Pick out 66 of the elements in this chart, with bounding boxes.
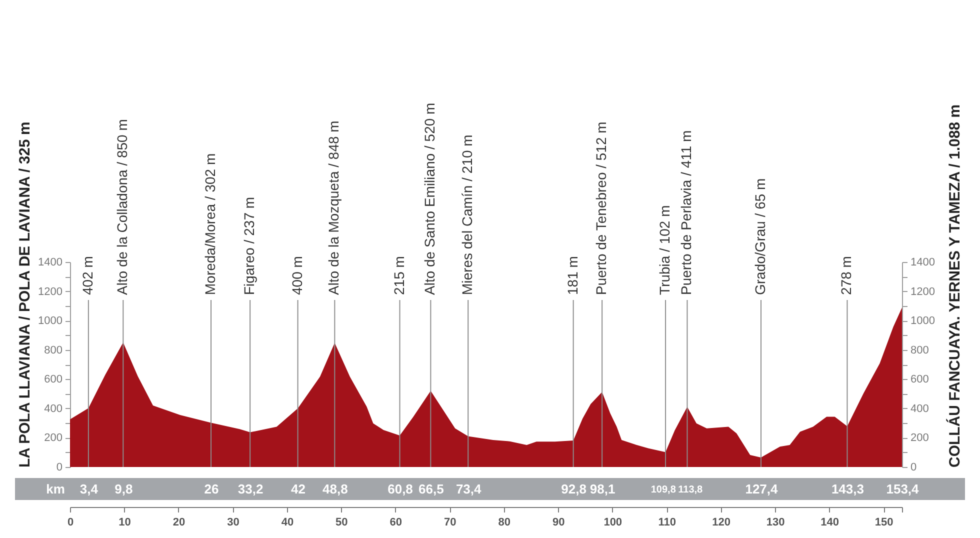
x2-tick-label: 26: [204, 482, 219, 496]
x-tick-label: 70: [444, 516, 456, 528]
y-tick-label: 400: [44, 402, 62, 415]
x2-tick-label: 42: [291, 482, 306, 496]
x2-tick-label: 73,4: [456, 482, 482, 496]
x2-axis-title: km: [46, 482, 65, 496]
y-axis-title: LA POLA LLAVIANA / POLA DE LAVIANA / 325 m: [16, 122, 34, 468]
ref-line-label: Trubia / 102 m: [656, 205, 673, 295]
x-tick-label: 90: [552, 516, 565, 528]
y2-tick-label: 0: [910, 462, 917, 474]
y2-tick-label: 200: [910, 432, 929, 444]
ref-line-label: Puerto de Tenebreo / 512 m: [593, 122, 610, 295]
ref-line-label: 278 m: [838, 256, 854, 295]
x-tick-label: 130: [766, 516, 785, 528]
ref-line-label: 181 m: [564, 256, 580, 295]
x2-tick-label: 3,4: [80, 482, 99, 496]
y-tick-label: 1400: [38, 256, 62, 268]
ref-line-label: Moreda/Morea / 302 m: [202, 153, 218, 295]
ref-line-label: 215 m: [390, 256, 407, 295]
x2-tick-label: 9,8: [114, 482, 133, 496]
y2-tick-label: 1000: [910, 315, 935, 328]
x2-tick-label: 153,4: [886, 482, 920, 496]
ref-line-label: 400 m: [288, 256, 305, 295]
x-tick-label: 140: [820, 516, 839, 528]
x2-tick-label: 109,8: [650, 484, 676, 496]
ref-line-label: Figareo / 237 m: [241, 196, 258, 295]
ref-line-label: Grado/Grau / 65 m: [752, 178, 768, 295]
x2-tick-label: 33,2: [238, 482, 264, 496]
x-tick-label: 150: [874, 516, 894, 528]
x-tick-label: 110: [658, 516, 676, 528]
ref-line-label: Alto de Santo Emiliano / 520 m: [422, 102, 438, 295]
x2-tick-label: 48,8: [322, 482, 348, 496]
x2-tick-label: 92,8: [561, 482, 586, 496]
ref-line-label: 402 m: [79, 256, 96, 295]
x-tick-label: 80: [498, 516, 511, 528]
x2-tick-label: 143,3: [831, 482, 864, 496]
x2-tick-label: 66,5: [418, 482, 444, 496]
ref-line-label: Mieres del Camín / 210 m: [459, 134, 476, 295]
x-tick-label: 0: [67, 516, 74, 528]
x2-tick-label: 98,1: [590, 482, 616, 496]
y-tick-label: 0: [56, 462, 62, 474]
x-tick-label: 10: [118, 516, 131, 528]
x-tick-label: 30: [227, 516, 240, 528]
y-tick-label: 1200: [38, 286, 62, 298]
x-tick-label: 100: [604, 516, 622, 528]
y2-tick-label: 400: [910, 402, 929, 415]
x2-tick-label: 127,4: [745, 482, 779, 496]
y2-tick-label: 1400: [910, 256, 935, 268]
x-tick-label: 50: [336, 516, 348, 528]
x-tick-label: 40: [281, 516, 294, 528]
x2-tick-label: 60,8: [388, 482, 413, 496]
x-tick-label: 20: [172, 516, 186, 528]
y2-axis-title: COLLÁU FANCUAYA. YERNES Y TAMEZA / 1.088 m: [946, 104, 964, 468]
ref-line-label: Alto de la Colladona / 850 m: [114, 119, 130, 295]
y-tick-label: 1000: [38, 315, 62, 328]
y-tick-label: 600: [44, 374, 62, 386]
y2-tick-label: 1200: [910, 286, 935, 298]
y2-tick-label: 800: [910, 344, 929, 356]
ref-line-label: Alto de la Mozqueta / 848 m: [326, 120, 342, 295]
ref-line-label: Puerto de Perlavia / 411 m: [678, 130, 694, 295]
y2-tick-label: 600: [910, 374, 929, 386]
x-tick-label: 60: [390, 516, 402, 528]
y-tick-label: 800: [44, 344, 62, 356]
x-tick-label: 120: [712, 516, 731, 528]
y-tick-label: 200: [44, 432, 62, 444]
x2-tick-label: 113,8: [678, 484, 704, 496]
